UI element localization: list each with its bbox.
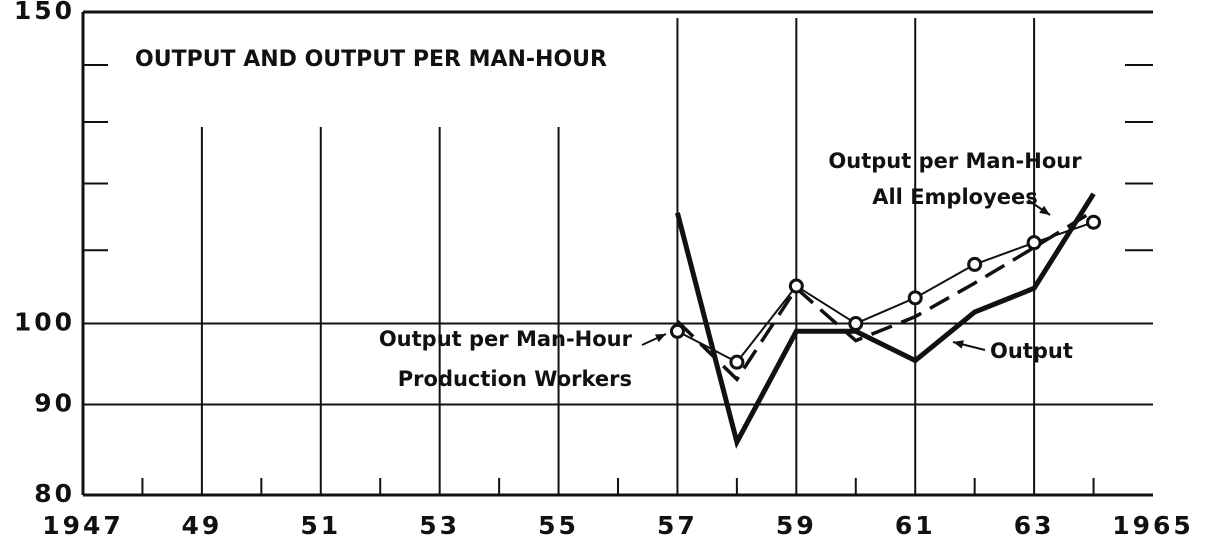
series-label: Output per Man-Hour (828, 149, 1082, 173)
x-tick-label: 61 (895, 511, 936, 540)
chart-title: OUTPUT AND OUTPUT PER MAN-HOUR (135, 47, 607, 72)
series-line (675, 192, 1096, 449)
x-tick-label: 55 (538, 511, 579, 540)
y-tick-label: 80 (34, 479, 75, 508)
series-label: Output per Man-Hour (379, 327, 633, 351)
point-marker (1086, 214, 1102, 230)
x-tick-label: 63 (1014, 511, 1055, 540)
series-label: Production Workers (398, 367, 632, 391)
point-marker (967, 256, 983, 272)
y-tick-label: 100 (14, 308, 75, 337)
x-tick-label: 57 (657, 511, 698, 540)
series-label: All Employees (872, 185, 1038, 209)
series-line (676, 209, 1095, 383)
x-tick-label: 59 (776, 511, 817, 540)
x-tick-label: 51 (300, 511, 341, 540)
y-tick-label: 150 (14, 0, 75, 25)
point-marker (788, 278, 804, 294)
x-tick-label: 49 (181, 511, 222, 540)
arrow-head (953, 340, 964, 349)
point-marker (848, 316, 864, 332)
series-label: Output (990, 339, 1073, 363)
point-marker (907, 290, 923, 306)
point-marker (729, 354, 745, 370)
x-tick-label: 1965 (1112, 511, 1194, 540)
point-marker (1026, 235, 1042, 251)
x-tick-label: 53 (419, 511, 460, 540)
arrow-head (1039, 205, 1050, 215)
x-tick-label: 1947 (42, 511, 124, 540)
series-line (676, 221, 1094, 364)
arrow-head (655, 334, 666, 343)
point-marker (669, 323, 685, 339)
y-tick-label: 90 (34, 388, 75, 417)
